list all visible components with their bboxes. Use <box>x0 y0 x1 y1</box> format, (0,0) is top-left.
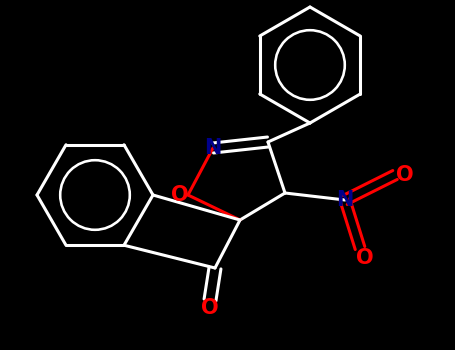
Text: O: O <box>171 185 189 205</box>
Text: O: O <box>201 298 219 318</box>
Text: O: O <box>396 165 414 185</box>
Text: N: N <box>204 138 222 158</box>
Text: N: N <box>336 190 354 210</box>
Text: O: O <box>356 248 374 268</box>
